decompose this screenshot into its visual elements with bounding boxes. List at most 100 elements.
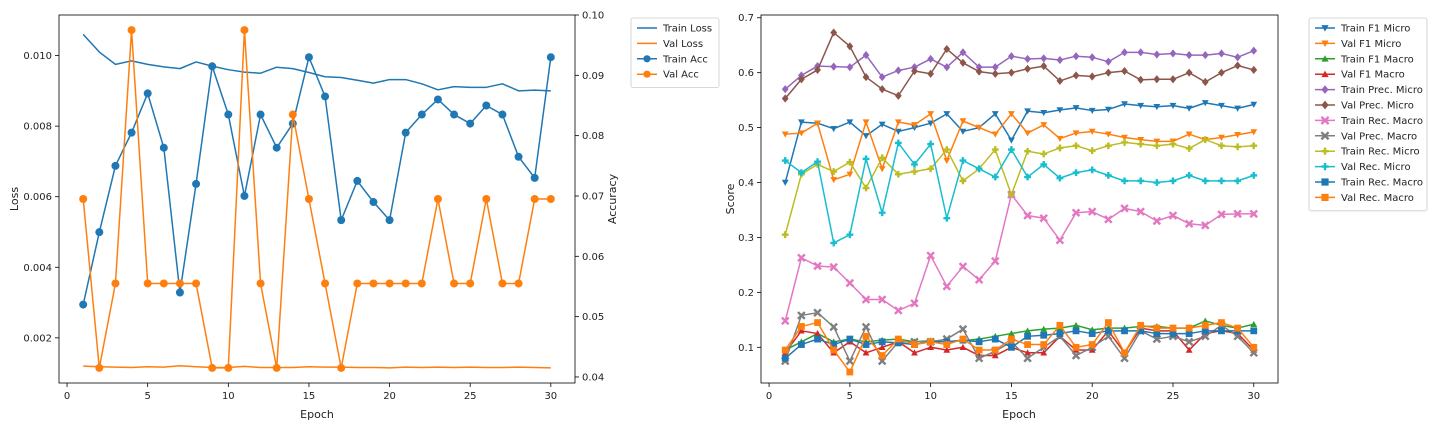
- val-rec-macro-point: [911, 341, 918, 348]
- legend-marker-val-rec-micro: [1321, 163, 1329, 171]
- val-f1-micro-point: [975, 124, 983, 131]
- val-f1-micro-point: [1072, 130, 1080, 137]
- val-acc-point: [143, 279, 152, 288]
- val-prec-micro-point: [911, 66, 918, 76]
- scores-chart-xtick-label: 0: [766, 391, 772, 402]
- train-rec-micro-point: [991, 146, 999, 153]
- val-f1-micro-point: [894, 119, 902, 126]
- val-f1-micro-point: [1008, 111, 1015, 118]
- train-f1-micro-point: [830, 125, 838, 133]
- train-acc-point: [498, 110, 507, 119]
- train-prec-micro-point: [975, 63, 983, 72]
- train-prec-micro-point: [1137, 48, 1145, 57]
- train-rec-micro-point: [1137, 140, 1145, 148]
- train-rec-macro-point: [975, 338, 983, 346]
- train-prec-micro-point: [1088, 53, 1096, 62]
- val-f1-micro-point: [1040, 122, 1048, 129]
- val-prec-micro-point: [1153, 75, 1161, 84]
- train-prec-micro-point: [830, 62, 838, 71]
- val-rec-micro-point: [1201, 177, 1209, 185]
- val-rec-macro-point: [878, 352, 886, 359]
- train-acc-point: [127, 128, 136, 137]
- train-acc-point: [417, 110, 426, 119]
- scores-chart-frame: [760, 14, 1279, 384]
- val-prec-macro-point: [797, 311, 806, 320]
- val-f1-micro-point: [878, 166, 886, 173]
- legend-label-val-f1-macro: Val F1 Macro: [1341, 70, 1405, 81]
- val-rec-macro-point: [1121, 349, 1128, 357]
- val-rec-micro-series: [781, 139, 1258, 247]
- val-rec-micro-point: [878, 209, 886, 217]
- legend-label-train-rec-macro: Train Rec. Macro: [1340, 178, 1423, 189]
- val-f1-micro-point: [1250, 129, 1258, 136]
- val-rec-micro-point: [959, 157, 967, 164]
- val-rec-macro-point: [975, 346, 983, 354]
- val-f1-macro-point: [814, 330, 821, 337]
- val-f1-macro-point: [991, 352, 999, 359]
- val-f1-macro-point: [1040, 349, 1048, 356]
- train-f1-macro-point: [1024, 327, 1031, 334]
- train-f1-micro-point: [1121, 101, 1128, 108]
- val-acc-point: [353, 279, 362, 288]
- val-acc-point: [369, 279, 378, 288]
- val-rec-micro-point: [862, 155, 870, 163]
- val-prec-micro-point: [862, 72, 870, 82]
- score-axis-tick-label: 0.4: [738, 178, 754, 189]
- legend-label-val-f1-micro: Val F1 Micro: [1341, 39, 1401, 50]
- legend-entry-train-acc: Train Acc: [637, 54, 708, 65]
- val-f1-micro-line: [785, 113, 1254, 181]
- train-f1-micro-point: [1218, 102, 1225, 110]
- train-rec-macro-point: [1121, 327, 1128, 335]
- val-prec-micro-point: [814, 65, 821, 75]
- val-acc-point: [514, 279, 523, 288]
- train-rec-macro-point: [1218, 327, 1225, 335]
- val-rec-micro-point: [1056, 174, 1064, 182]
- legend-marker-train-acc: [643, 55, 651, 63]
- train-f1-micro-series: [781, 100, 1258, 186]
- train-f1-micro-point: [959, 128, 967, 135]
- val-rec-macro-point: [1234, 324, 1242, 332]
- train-rec-macro-point: [1137, 327, 1145, 335]
- train-acc-point: [385, 216, 394, 225]
- val-f1-macro-point: [943, 346, 951, 353]
- score-axis-tick-label: 0.1: [738, 343, 754, 354]
- val-rec-macro-point: [814, 319, 821, 326]
- accuracy-axis-tick-label: 0.05: [582, 312, 604, 323]
- train-rec-macro-point: [1072, 327, 1080, 335]
- train-rec-macro-point: [958, 262, 968, 271]
- val-rec-macro-point: [862, 332, 870, 340]
- train-rec-micro-point: [1008, 191, 1015, 199]
- scores-chart-xtick-label: 15: [1005, 391, 1018, 402]
- train-f1-micro-point: [927, 120, 935, 127]
- train-rec-macro-point: [1088, 330, 1096, 337]
- legend-marker-val-prec-macro: [1320, 131, 1330, 141]
- train-f1-micro-point: [1008, 137, 1015, 144]
- train-prec-micro-point: [1201, 51, 1209, 60]
- train-rec-macro-point: [1008, 343, 1015, 351]
- legend-label-train-rec-macro: Train Rec. Macro: [1340, 116, 1423, 127]
- train-rec-macro-point: [781, 354, 789, 362]
- val-rec-macro-point: [781, 346, 789, 354]
- train-rec-macro-point: [1217, 210, 1226, 219]
- val-acc-point: [224, 363, 233, 372]
- val-f1-micro-point: [846, 171, 854, 178]
- legend-label-train-f1-macro: Train F1 Macro: [1340, 54, 1414, 65]
- train-f1-micro-point: [1072, 105, 1080, 112]
- legend-entry-val-prec-micro: Val Prec. Micro: [1315, 101, 1414, 112]
- train-acc-point: [369, 198, 378, 207]
- val-rec-macro-point: [830, 346, 838, 354]
- train-acc-line: [82, 56, 552, 305]
- val-f1-micro-point: [781, 131, 789, 138]
- loss-chart-legend-box: [630, 17, 720, 88]
- val-rec-macro-point: [846, 368, 854, 376]
- train-prec-micro-point: [1056, 55, 1064, 65]
- loss-chart-ylabel: Loss: [8, 187, 21, 211]
- train-rec-macro-point: [862, 341, 870, 348]
- val-rec-micro-point: [830, 239, 838, 247]
- train-rec-macro-point: [1153, 330, 1161, 337]
- val-acc-point: [272, 363, 281, 372]
- train-prec-micro-point: [781, 85, 789, 94]
- val-rec-micro-point: [894, 139, 902, 147]
- val-prec-micro-point: [1201, 77, 1209, 87]
- train-rec-macro-point: [1169, 330, 1177, 337]
